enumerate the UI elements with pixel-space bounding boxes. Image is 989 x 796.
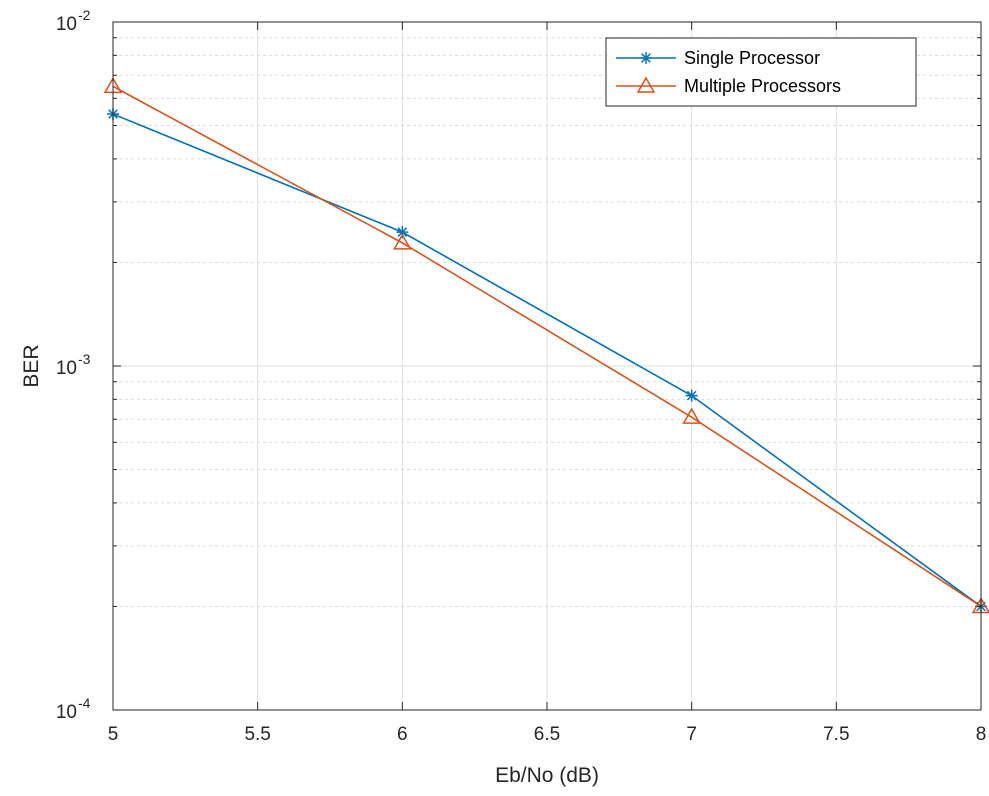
x-tick-label: 7 bbox=[686, 724, 697, 745]
data-point-marker bbox=[686, 390, 698, 402]
x-tick-label: 5 bbox=[108, 724, 119, 745]
y-axis-label: BER bbox=[20, 344, 43, 387]
x-axis-label: Eb/No (dB) bbox=[495, 764, 599, 787]
y-tick-label: 10 bbox=[56, 14, 77, 35]
legend-marker bbox=[640, 52, 652, 64]
x-tick-label: 6.5 bbox=[534, 724, 560, 745]
x-tick-label: 7.5 bbox=[823, 724, 849, 745]
legend-label: Single Processor bbox=[684, 48, 820, 68]
y-tick-exponent: -2 bbox=[78, 7, 91, 23]
x-tick-label: 8 bbox=[976, 724, 987, 745]
x-tick-label: 6 bbox=[397, 724, 408, 745]
y-tick-label: 10 bbox=[56, 358, 77, 379]
y-tick-exponent: -3 bbox=[78, 351, 91, 367]
y-tick-exponent: -4 bbox=[78, 695, 91, 711]
y-tick-label: 10 bbox=[56, 702, 77, 723]
legend: Single Processor Multiple Processors bbox=[606, 38, 916, 106]
legend-label: Multiple Processors bbox=[684, 76, 841, 96]
x-tick-label: 5.5 bbox=[244, 724, 270, 745]
